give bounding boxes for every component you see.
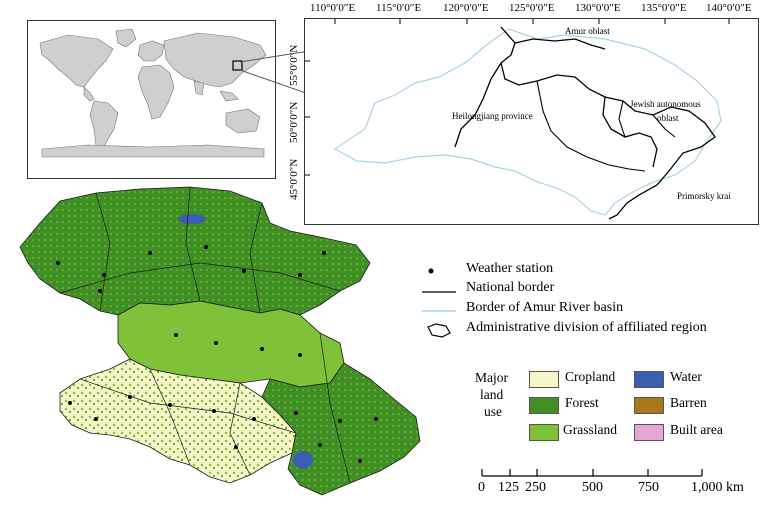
scale-label: 0	[478, 480, 485, 495]
place-label-jewish-oblast-line2: oblast	[657, 113, 679, 123]
legend-grassland: Grassland	[563, 422, 617, 437]
barren-swatch	[634, 397, 664, 414]
national-border-icon	[422, 291, 456, 293]
legend-forest: Forest	[565, 395, 599, 410]
lon-label: 120°0′0″E	[443, 2, 489, 14]
place-label-primorsky-krai: Primorsky krai	[677, 191, 731, 201]
admin-division-icon	[427, 323, 451, 338]
land-use-title-line1: Major	[475, 370, 508, 385]
legend-barren: Barren	[670, 395, 707, 410]
lat-label: 55°0′0″N	[288, 44, 300, 86]
lon-label: 110°0′0″E	[310, 2, 356, 14]
built-area-swatch	[634, 424, 664, 441]
legend-built-area: Built area	[670, 422, 723, 437]
scale-label: 1,000 km	[691, 480, 744, 495]
cropland-swatch	[529, 371, 559, 388]
grassland-swatch	[529, 424, 559, 441]
world-overview-inset	[27, 20, 276, 179]
lon-label: 115°0′0″E	[376, 2, 422, 14]
forest-swatch	[529, 397, 559, 414]
scale-label: 250	[525, 480, 546, 495]
place-label-heilongjiang: Heilongjiang province	[452, 111, 533, 121]
lon-label: 130°0′0″E	[575, 2, 621, 14]
national-border-line	[500, 26, 716, 220]
amur-detail-inset	[304, 18, 759, 225]
land-use-title-line2: land	[480, 387, 504, 402]
legend-national-border: National border	[466, 280, 555, 295]
lon-label: 140°0′0″E	[706, 2, 752, 14]
legend-cropland: Cropland	[565, 369, 616, 384]
amur-basin-outline-map	[305, 19, 730, 220]
scale-label: 750	[638, 480, 659, 495]
lon-label: 135°0′0″E	[641, 2, 687, 14]
lake-khanka	[293, 451, 313, 469]
study-area-marker	[232, 60, 243, 71]
scale-label: 125	[498, 480, 519, 495]
legend-basin-border: Border of Amur River basin	[466, 300, 624, 315]
lat-label: 50°0′0″N	[288, 101, 300, 143]
place-label-jewish-oblast-line1: Jewish autonomous	[630, 99, 701, 109]
world-map	[39, 28, 267, 158]
basin-border-line	[333, 28, 722, 216]
lon-label: 125°0′0″E	[509, 2, 555, 14]
legend-water: Water	[670, 369, 702, 384]
basin-border-icon	[422, 310, 456, 312]
main-land-use-map	[19, 186, 421, 496]
forest-region-north	[19, 186, 371, 316]
weather-station-icon	[428, 268, 434, 274]
reservoir-north	[178, 214, 206, 224]
legend-weather-station: Weather station	[466, 261, 554, 276]
legend-admin-division: Administrative division of affiliated re…	[466, 320, 707, 335]
scale-bar	[481, 469, 703, 477]
land-use-title-line3: use	[484, 404, 502, 419]
scale-label: 500	[582, 480, 603, 495]
water-swatch	[634, 371, 664, 388]
place-label-amur-oblast: Amur oblast	[565, 26, 610, 36]
